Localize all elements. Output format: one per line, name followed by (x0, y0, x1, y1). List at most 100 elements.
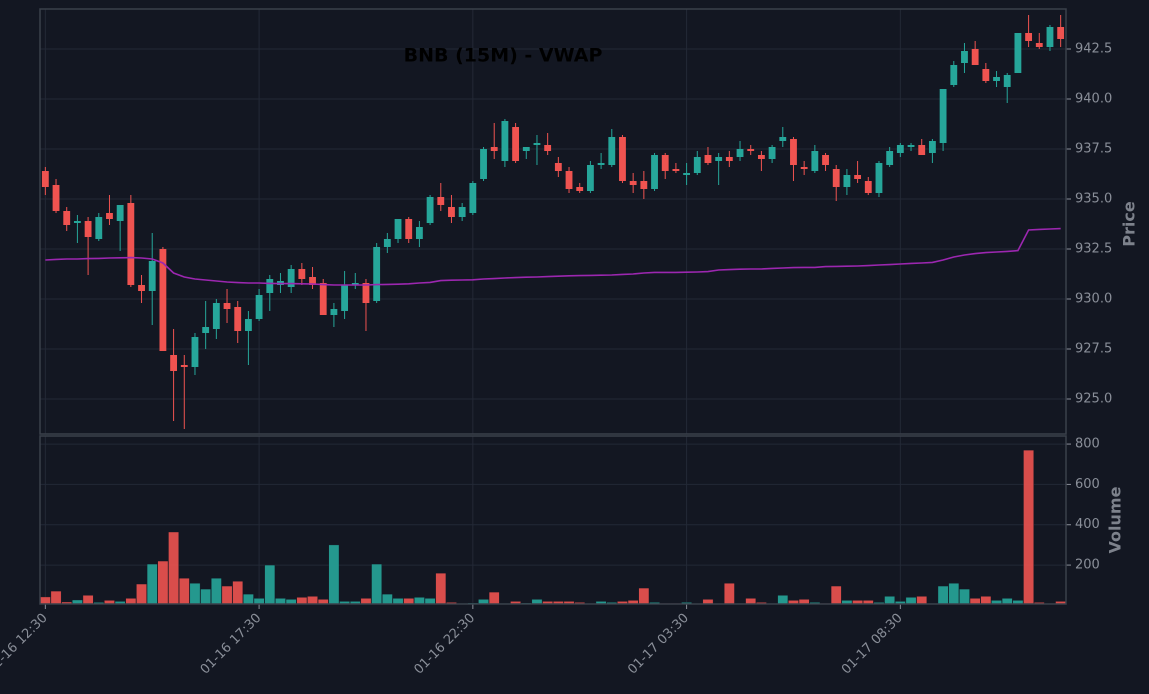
y-tick-label: 937.5 (1075, 142, 1112, 157)
candle-body (886, 151, 894, 165)
candle-body (608, 137, 616, 165)
candle-body (640, 181, 648, 189)
volume-bar (424, 598, 436, 605)
y-tick-label: 600 (1075, 477, 1100, 492)
candle-body (586, 165, 594, 191)
candle-body (351, 283, 359, 285)
candle-body (768, 147, 776, 159)
candle-body (63, 211, 71, 225)
volume-bar (745, 598, 757, 605)
candle-body (1014, 33, 1022, 73)
candle-body (1025, 33, 1033, 41)
volume-bar (916, 596, 928, 605)
volume-bar (777, 595, 789, 605)
candle-body (704, 155, 712, 163)
volume-bar (243, 593, 254, 605)
candle-body (811, 151, 819, 171)
candle-body (1003, 75, 1011, 87)
volume-bar (948, 583, 960, 605)
candle-body (138, 285, 145, 291)
candle-body (854, 175, 862, 179)
volume-bar (830, 585, 842, 605)
candle-body (800, 167, 808, 169)
volume-bar (125, 598, 137, 605)
volume-bar (50, 590, 62, 605)
volume-bar (403, 598, 415, 605)
volume-bar (296, 597, 308, 605)
candle-body (875, 163, 883, 193)
y-tick-label: 942.5 (1075, 42, 1112, 57)
candle-body (469, 183, 477, 213)
candle-body (223, 303, 231, 309)
candle-body (693, 157, 701, 173)
candle-body (170, 355, 178, 371)
candle-body (405, 219, 413, 239)
volume-bar (488, 591, 500, 605)
y-tick-label: 800 (1075, 437, 1100, 452)
candle-body (790, 139, 797, 165)
candle-body (907, 145, 915, 147)
volume-bar (1001, 598, 1013, 605)
candle-body (896, 145, 904, 153)
y-tick-label: 932.5 (1075, 242, 1112, 257)
candle-body (309, 277, 316, 285)
chart-title: BNB (15M) - VWAP (404, 45, 603, 67)
candle-body (939, 89, 947, 143)
candle-body (672, 169, 680, 171)
candle-body (191, 337, 199, 367)
candle-body (490, 147, 498, 151)
volume-bar (371, 563, 382, 605)
volume-bar (959, 588, 970, 605)
candle-body (512, 127, 520, 161)
marks (40, 15, 1066, 605)
candle-body (629, 181, 637, 185)
candle-body (116, 205, 124, 221)
volume-bar (435, 572, 447, 605)
candle-body (319, 283, 327, 315)
candle-body (448, 207, 455, 217)
candle-body (971, 49, 979, 65)
candle-body (255, 295, 263, 319)
volume-bar (1023, 449, 1034, 605)
volume-bar (200, 588, 211, 605)
y-tick-label: 935.0 (1075, 192, 1112, 207)
candle-body (864, 181, 872, 193)
volume-bar (360, 598, 372, 605)
candle-body (84, 221, 92, 237)
candle-body (362, 283, 370, 303)
price-panel (39, 8, 1067, 435)
volume-bar (253, 598, 265, 605)
candle-body (565, 171, 573, 189)
candle-body (415, 227, 423, 239)
candle-body (266, 279, 274, 293)
candle-body (715, 157, 723, 161)
y-tick-label: 200 (1075, 558, 1100, 573)
candle-body (298, 269, 306, 279)
volume-bar (146, 563, 158, 605)
candle-body (437, 197, 445, 205)
candle-body (330, 309, 338, 315)
candle-body (244, 319, 252, 331)
candle-body (993, 77, 1000, 81)
candle-body (576, 187, 584, 191)
candle-body (747, 149, 755, 151)
y-tick-label: 400 (1075, 517, 1100, 532)
candle-body (554, 163, 562, 171)
volume-bar (328, 544, 340, 605)
volume-bar (40, 596, 51, 605)
y-tick-label: 927.5 (1075, 342, 1112, 357)
volume-bar (264, 564, 276, 605)
candle-body (522, 147, 530, 151)
candle-body (501, 121, 509, 161)
candle-body (1057, 27, 1065, 39)
volume-bar (884, 596, 895, 605)
candle-body (544, 145, 552, 151)
volume-bar (136, 583, 147, 605)
volume-bar (937, 585, 949, 605)
candle-body (822, 155, 829, 165)
candle-body (619, 137, 626, 181)
candle-body (383, 239, 391, 247)
candle-body (757, 155, 765, 159)
